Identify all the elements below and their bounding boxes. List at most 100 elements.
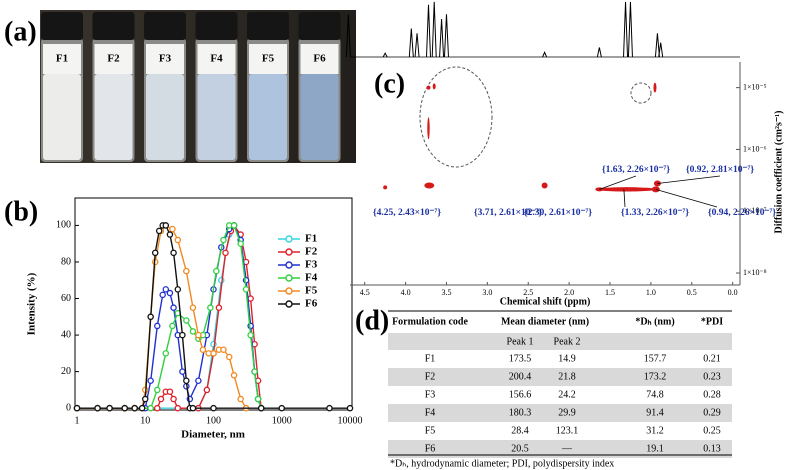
spectrum-peak [414, 33, 420, 58]
table-cell: F5 [425, 425, 436, 436]
x-tick-label: 1.5 [605, 288, 615, 297]
marker [199, 346, 207, 353]
row-shade [388, 333, 732, 350]
y-tick-label: 0 [66, 402, 71, 413]
table-cell: F6 [425, 443, 436, 454]
x-tick-label: 4.5 [360, 288, 370, 297]
vial-label [94, 44, 133, 74]
y-tick-label: 20 [61, 366, 71, 377]
marker [247, 295, 254, 302]
marker [174, 286, 182, 293]
annotation: {1.33, 2.26×10⁻⁷} [621, 208, 690, 218]
vial-liquid [300, 74, 339, 160]
marker [195, 377, 202, 385]
marker [237, 240, 244, 247]
vials: F1 F2 F3 F4 F5 F6 [41, 12, 341, 162]
vial-cap [195, 12, 238, 40]
annotation: {3.71, 2.61×10⁻⁷} [474, 208, 543, 218]
annotation: {1.63, 2.26×10⁻⁷} [602, 165, 671, 175]
vial-liquid [43, 74, 81, 160]
marker [189, 328, 197, 335]
marker [154, 404, 161, 412]
y-axis-label: Intensity (%) [26, 272, 38, 335]
marker [183, 317, 190, 324]
table-footnote: *Dₕ, hydrodynamic diameter; PDI, polydis… [390, 458, 614, 469]
y-tick-label: 100 [56, 220, 71, 231]
vial-label-text: F4 [210, 53, 223, 65]
annotation: {0.94, 2.26×10⁻⁷} [708, 208, 777, 218]
y-tick-label: 1×10⁻⁵ [743, 82, 767, 91]
x-axis-label: Chemical shift (ppm) [500, 296, 591, 307]
row-shade [388, 440, 732, 458]
spot [432, 83, 436, 90]
vial-label-text: F6 [313, 53, 326, 65]
y-tick-label: 1×10⁻⁷ [743, 206, 767, 215]
marker [147, 404, 154, 412]
marker [147, 377, 154, 385]
marker [195, 331, 202, 339]
marker [237, 395, 244, 403]
vial-label [249, 44, 287, 74]
table-cell: F2 [425, 371, 436, 382]
vial-cap [247, 12, 289, 40]
arrow [599, 175, 637, 190]
table-cell: 0.29 [703, 407, 721, 418]
marker [179, 331, 186, 339]
legend-marker [285, 235, 293, 243]
y-axis-label: Diffusion coefficient (cm²s⁻¹) [773, 111, 784, 234]
y-tick-label: 1×10⁻⁸ [743, 268, 767, 277]
table-cell: 24.2 [558, 389, 576, 400]
table-cell: 157.7 [644, 353, 667, 364]
table-cell: 123.1 [556, 425, 579, 436]
series-line [77, 224, 262, 409]
spot [426, 85, 431, 90]
legend-label: F2 [305, 246, 318, 258]
vial-liquid [197, 74, 236, 160]
marker [210, 404, 217, 412]
panel-label: (d) [355, 305, 389, 336]
y-tick-label: 60 [61, 293, 71, 304]
marker [121, 404, 128, 412]
marker [189, 304, 197, 311]
marker [170, 395, 177, 403]
legend-marker [285, 248, 293, 256]
vial-cap [41, 12, 83, 40]
marker [254, 395, 262, 403]
spectrum-peak [439, 18, 445, 58]
spot [383, 185, 388, 190]
marker [147, 313, 154, 321]
marker [215, 304, 223, 311]
table-header: Mean diameter (nm) [501, 316, 589, 327]
marker [73, 404, 81, 412]
table-cell: 19.1 [646, 443, 664, 454]
annotation: {2.30, 2.61×10⁻⁷} [524, 208, 593, 218]
x-tick-label: 4.0 [401, 288, 411, 297]
marker [183, 377, 190, 385]
vial-label-text: F2 [107, 53, 120, 65]
marker [207, 304, 214, 311]
table-cell: F3 [425, 389, 436, 400]
marker [169, 225, 176, 233]
marker [131, 404, 138, 412]
spectrum-peak [596, 47, 602, 58]
x-tick-label: 3.5 [441, 288, 451, 297]
vial-liquid [249, 74, 287, 160]
legend-label: F6 [305, 298, 318, 310]
x-tick-label: 10 [140, 415, 150, 426]
marker [257, 404, 265, 412]
marker [138, 404, 146, 412]
series-line [77, 224, 262, 409]
x-tick-label: 100 [206, 415, 221, 426]
table-cell: 0.23 [703, 371, 721, 382]
marker [151, 249, 159, 257]
marker [203, 386, 211, 394]
table-cell: 0.28 [703, 389, 721, 400]
vial-cap [298, 12, 341, 40]
spot [427, 117, 430, 140]
vial-liquid [146, 74, 184, 160]
table-cell: 21.8 [558, 371, 576, 382]
marker [162, 222, 170, 229]
spectrum-peak [658, 42, 664, 58]
table-cell: 31.2 [646, 425, 664, 436]
